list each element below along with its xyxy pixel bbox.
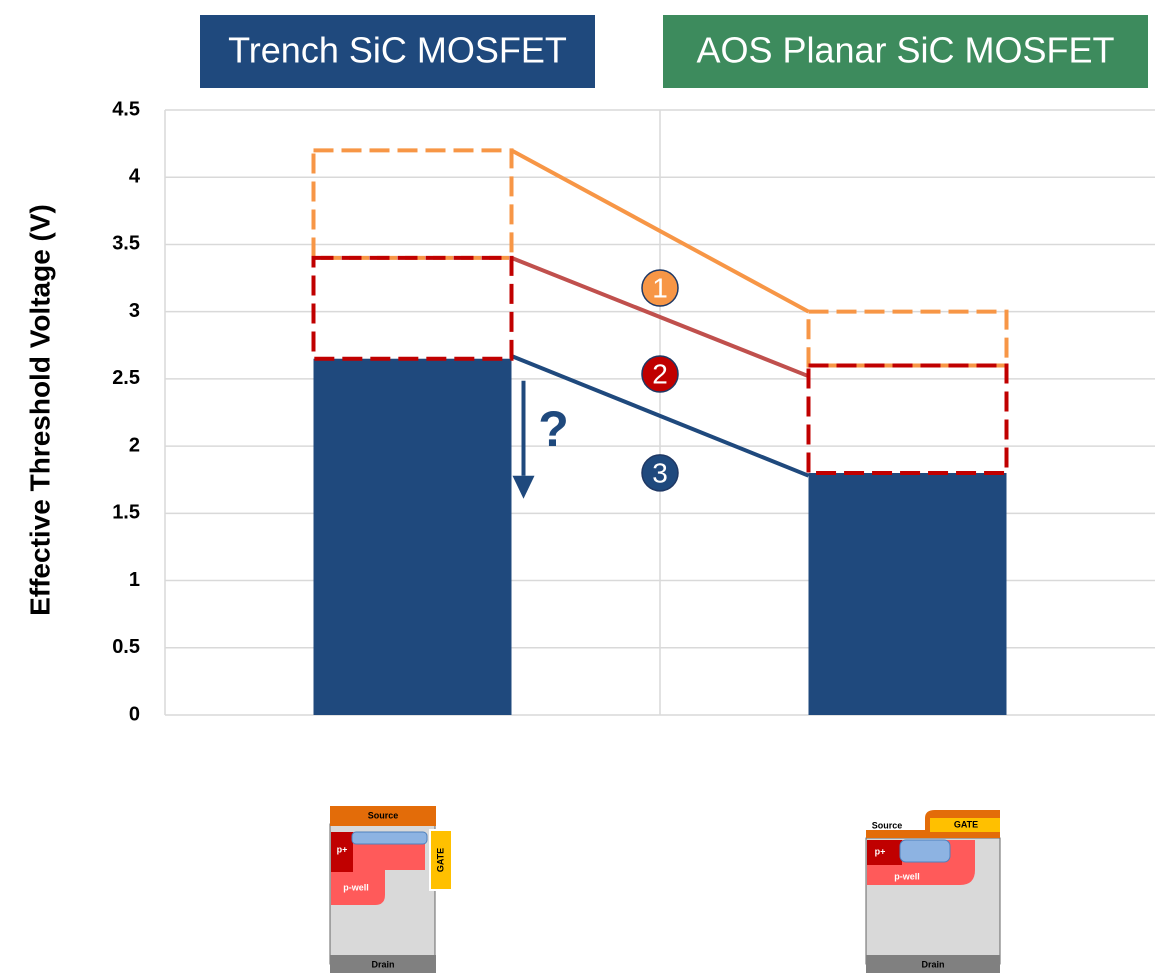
p-plus-label: p+ [875,846,886,856]
y-tick-label: 3.5 [112,233,140,255]
step-badge [641,269,679,307]
range-box [311,255,514,361]
planar-device: Source p+ GATE p-well Drain [865,810,1001,973]
step-label: 2 [652,358,668,389]
range-box [806,363,1009,476]
gate [930,818,1000,832]
y-tick-label: 0.5 [112,636,140,658]
annotation: ? [538,401,569,457]
drain-label: Drain [921,959,944,969]
drain-metal [866,955,1000,973]
source-label: Source [368,810,399,820]
step-badge [641,454,679,492]
range-box [806,309,1009,368]
drain-label: Drain [371,959,394,969]
range-box [311,148,514,260]
step-label: 1 [652,272,668,303]
trend-line [510,256,810,379]
y-tick-label: 3 [129,300,140,322]
y-tick-label: 4 [129,166,141,188]
gate-label: GATE [954,819,978,829]
y-tick-label: 2 [129,434,140,456]
source-metal [330,806,436,826]
category-header-box [200,15,595,88]
p-well-region [331,832,425,905]
category-header: AOS Planar SiC MOSFET [696,30,1114,71]
drain-metal [330,955,436,973]
trend-line [510,354,810,478]
y-tick-label: 2.5 [112,367,140,389]
source-label: Source [872,820,903,830]
step-badge [641,355,679,393]
arrow-head [512,475,535,499]
p-plus-region [331,832,353,872]
y-tick-label: 0 [129,703,140,725]
n-plus-region [351,831,428,845]
trend-line [510,148,810,314]
step-label: 3 [652,457,668,488]
y-tick-label: 4.5 [112,98,140,120]
gate [429,829,453,891]
p-plus-label: p+ [337,844,348,854]
n-plus-region [899,839,951,863]
gate-label: GATE [435,848,445,872]
p-well-label: p-well [894,871,920,881]
y-tick-label: 1.5 [112,502,140,524]
trench-device: Source p+ GATE p-well Drain [329,806,453,973]
p-well-label: p-well [343,882,369,892]
category-header: Trench SiC MOSFET [228,30,567,71]
y-tick-label: 1 [129,569,140,591]
y-axis-label: Effective Threshold Voltage (V) [24,204,55,616]
category-header-box [663,15,1148,88]
bar [313,358,512,715]
p-plus-region [867,840,902,865]
plot: 0 0.5 1 1.5 2 2.5 3 3.5 4 4.5 Trench SiC MOSFET AOS… [112,15,1155,725]
bar [808,473,1007,715]
